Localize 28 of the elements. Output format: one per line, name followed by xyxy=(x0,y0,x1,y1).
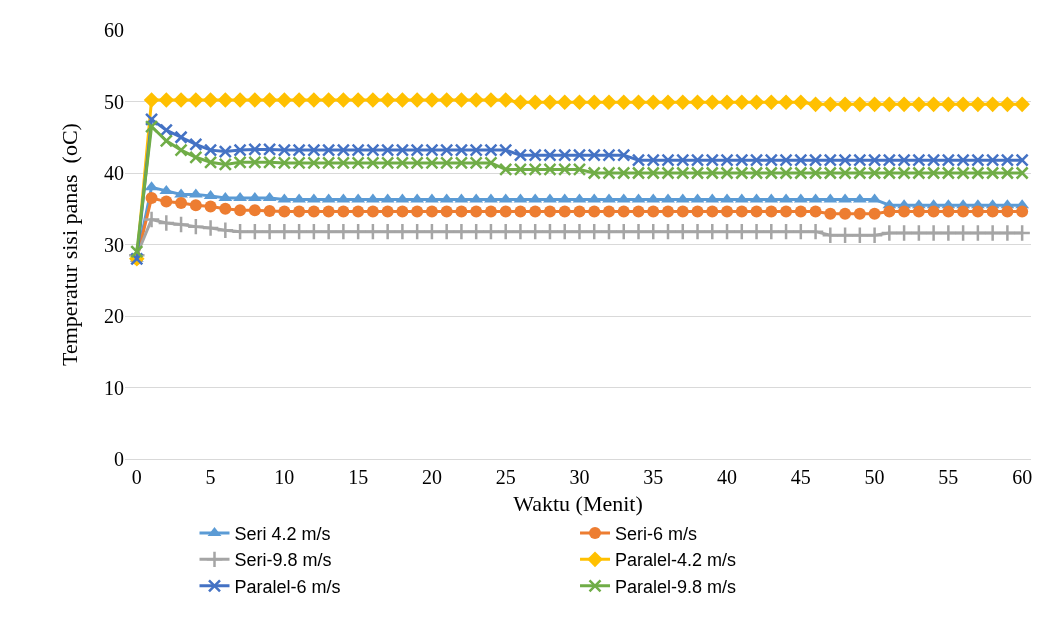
x-tick-label: 10 xyxy=(274,466,295,488)
x-tick-label: 20 xyxy=(421,466,442,488)
y-tick-label: 40 xyxy=(104,162,124,184)
legend-label: Paralel-4.2 m/s xyxy=(615,550,737,571)
x-tick-label: 25 xyxy=(495,466,516,488)
x-tick-label: 0 xyxy=(131,466,142,488)
x-tick-label: 45 xyxy=(790,466,811,488)
y-tick-label: 30 xyxy=(104,233,124,256)
y-axis-title: Temperatur sisi panas (oC) xyxy=(56,123,82,366)
y-tick-label: 0 xyxy=(114,448,124,470)
y-tick-label: 20 xyxy=(104,305,124,327)
legend-label: Paralel-9.8 m/s xyxy=(615,576,737,597)
x-tick-label: 15 xyxy=(348,466,369,488)
x-tick-label: 60 xyxy=(1012,466,1033,488)
x-tick-label: 5 xyxy=(205,466,216,488)
y-tick-label: 50 xyxy=(104,90,124,113)
x-tick-label: 55 xyxy=(938,466,959,488)
x-tick-label: 50 xyxy=(864,466,885,488)
legend-label: Seri-6 m/s xyxy=(615,523,698,544)
y-tick-label: 60 xyxy=(104,19,124,41)
x-tick-label: 30 xyxy=(569,466,590,488)
x-axis-title: Waktu (Menit) xyxy=(513,490,643,516)
y-tick-label: 10 xyxy=(104,376,124,399)
legend-label: Seri 4.2 m/s xyxy=(234,523,331,544)
legend-label: Paralel-6 m/s xyxy=(234,576,341,597)
x-tick-label: 40 xyxy=(717,466,738,488)
x-tick-label: 35 xyxy=(643,466,664,488)
legend-label: Seri-9.8 m/s xyxy=(234,550,332,571)
